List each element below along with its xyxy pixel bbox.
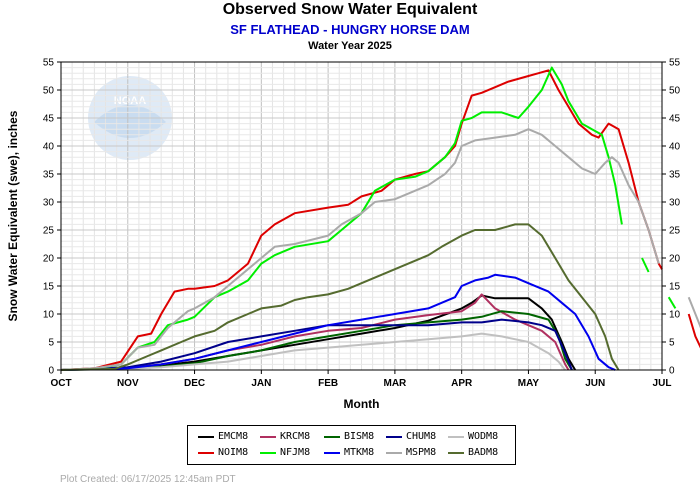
y-tick-label-left: 55 [43, 58, 55, 69]
series-segment-mspm8-3 [687, 296, 700, 329]
y-tick-label-right: 30 [669, 198, 681, 209]
legend-swatch [386, 436, 402, 438]
legend-label: WODM8 [468, 431, 499, 442]
y-tick-label-right: 25 [669, 226, 681, 237]
chart-water-year: Water Year 2025 [308, 40, 392, 52]
legend-swatch [448, 436, 464, 438]
y-tick-label-right: 20 [669, 254, 681, 265]
legend-label: NOIM8 [218, 447, 249, 458]
legend-swatch [324, 452, 340, 454]
y-tick-label-left: 50 [43, 86, 55, 97]
legend-swatch [448, 452, 464, 454]
y-tick-label-right: 40 [669, 142, 681, 153]
chart-subtitle: SF FLATHEAD - HUNGRY HORSE DAM [230, 22, 470, 37]
y-tick-label-right: 15 [669, 282, 681, 293]
plot-created-footer: Plot Created: 06/17/2025 12:45am PDT [60, 474, 236, 485]
y-tick-label-left: 30 [43, 198, 55, 209]
y-tick-label-left: 10 [43, 310, 55, 321]
plot-border [60, 61, 663, 371]
series-line-emcm8 [60, 294, 577, 371]
y-tick-label-left: 25 [43, 226, 55, 237]
y-tick-label-right: 5 [669, 338, 675, 349]
y-axis-label: Snow Water Equivalent (swe), inches [6, 110, 20, 321]
legend-label: MSPM8 [406, 447, 437, 458]
x-tick-label: MAY [518, 378, 540, 389]
series-line-mtkm8 [60, 273, 616, 371]
series-line-nfjm8 [60, 66, 623, 371]
legend-swatch [260, 452, 276, 454]
legend-label: BADM8 [468, 447, 499, 458]
y-tick-label-right: 45 [669, 114, 681, 125]
x-axis-label: Month [344, 397, 380, 411]
y-tick-label-left: 15 [43, 282, 55, 293]
legend-swatch [324, 436, 340, 438]
legend-label: EMCM8 [218, 431, 249, 442]
y-tick-label-left: 0 [48, 366, 54, 377]
legend-label: CHUM8 [406, 431, 437, 442]
series-line-mspm8 [60, 128, 660, 371]
y-tick-label-left: 40 [43, 142, 55, 153]
legend-swatch [386, 452, 402, 454]
x-tick-label: FEB [318, 378, 338, 389]
y-tick-label-right: 55 [669, 58, 681, 69]
x-tick-label: NOV [117, 378, 139, 389]
series-segment-nfjm8-1 [641, 257, 650, 273]
y-tick-label-left: 45 [43, 114, 55, 125]
y-tick-label-left: 35 [43, 170, 55, 181]
legend-label: NFJM8 [280, 447, 311, 458]
series-line-chum8 [60, 318, 573, 371]
legend-swatch [198, 436, 214, 438]
legend-label: MTKM8 [344, 447, 375, 458]
legend-swatch [260, 436, 276, 438]
series-line-wodm8 [60, 332, 566, 371]
y-tick-label-right: 35 [669, 170, 681, 181]
chart-legend: EMCM8 KRCM8 BISM8 CHUM8 WODM8 NOIM8 NFJM8 MTKM8… [187, 425, 516, 465]
x-tick-label: JUL [653, 378, 672, 389]
x-tick-label: APR [451, 378, 473, 389]
series-line-badm8 [60, 223, 620, 371]
x-tick-label: OCT [50, 378, 71, 389]
chart-title: Observed Snow Water Equivalent [222, 1, 478, 18]
legend-label: BISM8 [344, 431, 375, 442]
x-tick-label: DEC [184, 378, 205, 389]
noaa-logo-wave [94, 105, 166, 138]
y-tick-label-left: 5 [48, 338, 54, 349]
y-tick-label-right: 0 [669, 366, 675, 377]
legend-label: KRCM8 [280, 431, 311, 442]
x-tick-label: MAR [383, 378, 407, 389]
x-tick-label: JAN [251, 378, 271, 389]
y-tick-label-right: 10 [669, 310, 681, 321]
y-tick-label-left: 20 [43, 254, 55, 265]
series-segment-nfjm8-2 [667, 296, 677, 309]
x-tick-label: JUN [585, 378, 605, 389]
legend-swatch [198, 452, 214, 454]
y-tick-label-right: 50 [669, 86, 681, 97]
